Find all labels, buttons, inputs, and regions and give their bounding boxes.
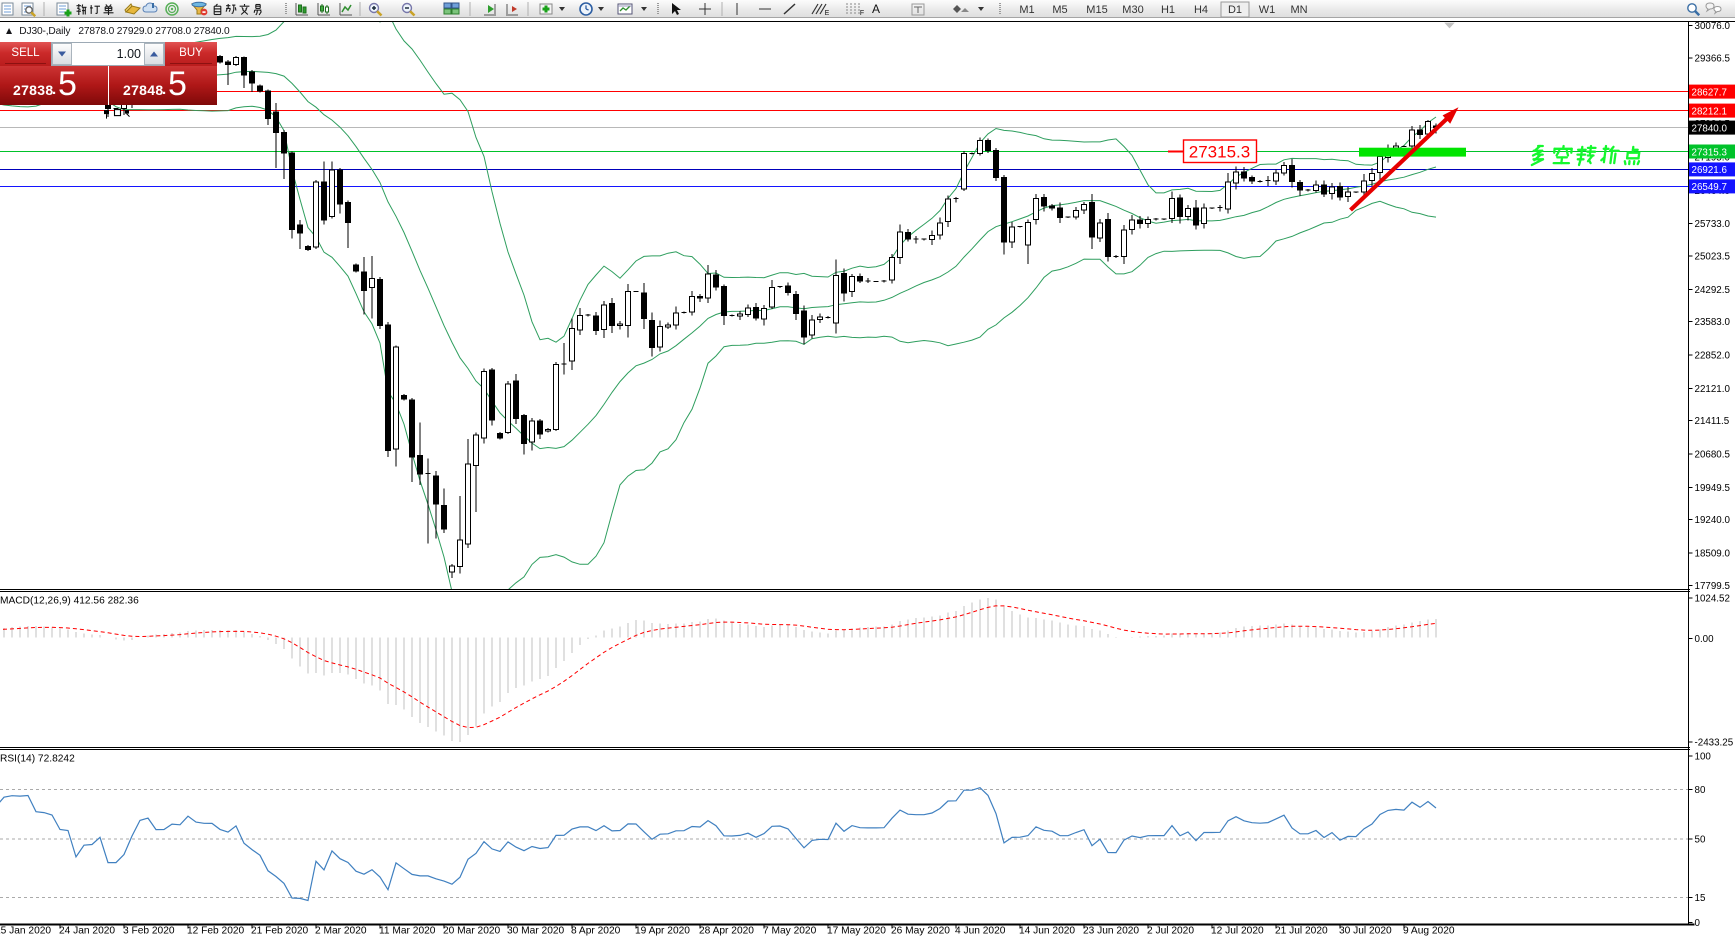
- svg-text:E: E: [825, 10, 830, 17]
- svg-text:17 May 2020: 17 May 2020: [827, 926, 886, 937]
- svg-text:50: 50: [1695, 835, 1706, 846]
- svg-text:23583.0: 23583.0: [1695, 317, 1731, 328]
- svg-text:19240.0: 19240.0: [1695, 515, 1731, 526]
- svg-text:14 Jun 2020: 14 Jun 2020: [1019, 926, 1075, 937]
- svg-text:1024.52: 1024.52: [1695, 594, 1730, 605]
- svg-text:0.00: 0.00: [1695, 634, 1715, 645]
- svg-text:80: 80: [1695, 785, 1706, 796]
- svg-text:F: F: [860, 10, 864, 17]
- svg-text:26921.6: 26921.6: [1692, 165, 1728, 176]
- svg-text:23 Jun 2020: 23 Jun 2020: [1083, 926, 1139, 937]
- svg-text:27315.3: 27315.3: [1692, 147, 1728, 158]
- svg-text:D1: D1: [1228, 4, 1242, 16]
- svg-text:26549.7: 26549.7: [1692, 182, 1727, 193]
- svg-text:28 Apr 2020: 28 Apr 2020: [699, 926, 754, 937]
- svg-text:25733.0: 25733.0: [1695, 219, 1731, 230]
- svg-text:M5: M5: [1052, 4, 1067, 16]
- svg-text:2 Jul 2020: 2 Jul 2020: [1147, 926, 1194, 937]
- svg-text:12 Jul 2020: 12 Jul 2020: [1211, 926, 1264, 937]
- svg-text:2 Mar 2020: 2 Mar 2020: [315, 926, 367, 937]
- svg-text:30 Jul 2020: 30 Jul 2020: [1339, 926, 1392, 937]
- svg-text:11 Mar 2020: 11 Mar 2020: [379, 926, 436, 937]
- svg-text:17799.5: 17799.5: [1695, 581, 1731, 592]
- svg-text:26 May 2020: 26 May 2020: [891, 926, 950, 937]
- svg-text:M15: M15: [1086, 4, 1107, 16]
- svg-text:15: 15: [1695, 893, 1706, 904]
- svg-text:21411.5: 21411.5: [1695, 416, 1730, 427]
- svg-text:A: A: [872, 2, 880, 16]
- svg-text:9 Aug 2020: 9 Aug 2020: [1403, 926, 1455, 937]
- svg-text:H1: H1: [1161, 4, 1175, 16]
- svg-text:MACD(12,26,9) 412.56 282.36: MACD(12,26,9) 412.56 282.36: [0, 596, 139, 607]
- svg-text:100: 100: [1695, 752, 1712, 763]
- svg-text:-2433.25: -2433.25: [1695, 737, 1734, 748]
- svg-text:MN: MN: [1290, 4, 1307, 16]
- svg-text:28627.7: 28627.7: [1692, 87, 1727, 98]
- svg-text:M30: M30: [1122, 4, 1143, 16]
- svg-text:18509.0: 18509.0: [1695, 549, 1731, 560]
- svg-text:21 Jul 2020: 21 Jul 2020: [1275, 926, 1328, 937]
- svg-text:27315.3: 27315.3: [1189, 143, 1250, 162]
- svg-text:7 May 2020: 7 May 2020: [763, 926, 817, 937]
- svg-text:24 Jan 2020: 24 Jan 2020: [59, 926, 115, 937]
- svg-text:30 Mar 2020: 30 Mar 2020: [507, 926, 565, 937]
- svg-text:0: 0: [1695, 918, 1701, 929]
- svg-text:3 Feb 2020: 3 Feb 2020: [123, 926, 175, 937]
- svg-text:19949.5: 19949.5: [1695, 483, 1731, 494]
- svg-text:20680.5: 20680.5: [1695, 450, 1731, 461]
- svg-text:28212.1: 28212.1: [1692, 106, 1727, 117]
- svg-text:22852.0: 22852.0: [1695, 351, 1731, 362]
- svg-text:19 Apr 2020: 19 Apr 2020: [635, 926, 690, 937]
- svg-text:25023.5: 25023.5: [1695, 252, 1731, 263]
- svg-text:12 Feb 2020: 12 Feb 2020: [187, 926, 245, 937]
- svg-text:22121.0: 22121.0: [1695, 384, 1731, 395]
- svg-text:RSI(14) 72.8242: RSI(14) 72.8242: [0, 754, 75, 765]
- svg-text:H4: H4: [1194, 4, 1208, 16]
- svg-text:21 Feb 2020: 21 Feb 2020: [251, 926, 309, 937]
- svg-text:8 Apr 2020: 8 Apr 2020: [571, 926, 621, 937]
- svg-text:4 Jun 2020: 4 Jun 2020: [955, 926, 1006, 937]
- svg-text:29366.5: 29366.5: [1695, 54, 1731, 65]
- svg-text:30076.0: 30076.0: [1695, 21, 1731, 32]
- svg-text:W1: W1: [1259, 4, 1276, 16]
- svg-text:20 Mar 2020: 20 Mar 2020: [443, 926, 501, 937]
- svg-text:15 Jan 2020: 15 Jan 2020: [0, 926, 51, 937]
- svg-text:M1: M1: [1019, 4, 1034, 16]
- svg-text:24292.5: 24292.5: [1695, 285, 1731, 296]
- svg-text:27840.0: 27840.0: [1692, 123, 1728, 134]
